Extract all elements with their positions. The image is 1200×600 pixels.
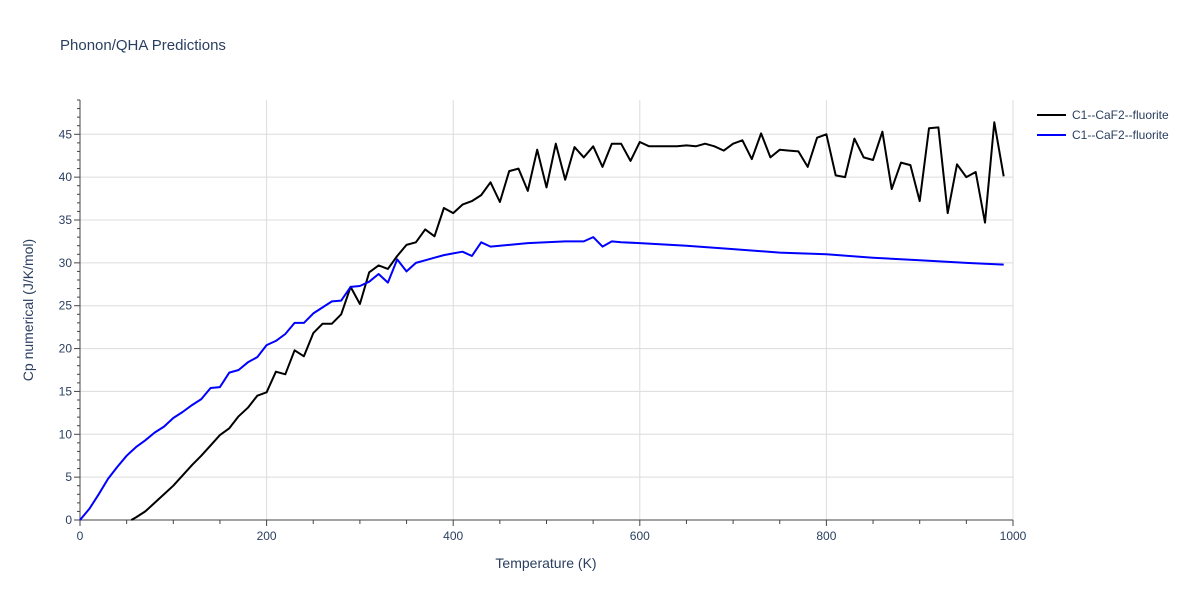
x-tick-label: 200: [257, 529, 277, 543]
x-tick-label: 800: [816, 529, 836, 543]
chart-title: Phonon/QHA Predictions: [60, 37, 226, 54]
y-tick-label: 15: [59, 384, 73, 398]
plot-area: [79, 121, 1005, 521]
y-tick-label: 0: [65, 513, 72, 527]
y-tick-label: 20: [59, 342, 73, 356]
legend: C1--CaF2--fluorite C1--CaF2--fluorite: [1037, 108, 1169, 142]
y-tick-label: 30: [59, 256, 73, 270]
y-axis-title: Cp numerical (J/K/mol): [20, 239, 36, 381]
y-tick-label: 25: [59, 299, 73, 313]
legend-label-1[interactable]: C1--CaF2--fluorite: [1072, 108, 1169, 122]
x-tick-label: 400: [443, 529, 463, 543]
y-tick-label: 5: [65, 470, 72, 484]
legend-label-2[interactable]: C1--CaF2--fluorite: [1072, 128, 1169, 142]
series-line-2: [79, 236, 1004, 521]
x-tick-label: 1000: [1000, 529, 1027, 543]
series-line-1: [130, 121, 1005, 521]
grid-lines: [80, 100, 1014, 520]
x-tick-label: 0: [77, 529, 84, 543]
y-tick-label: 45: [59, 127, 73, 141]
x-tick-label: 600: [630, 529, 650, 543]
y-tick-label: 40: [59, 170, 73, 184]
x-axis-title: Temperature (K): [495, 555, 596, 571]
y-tick-label: 10: [59, 427, 73, 441]
y-tick-label: 35: [59, 213, 73, 227]
axes: 0 200 400 600 800 1000 0 5 10 15 20 25 30 35 40 45: [59, 99, 1027, 543]
